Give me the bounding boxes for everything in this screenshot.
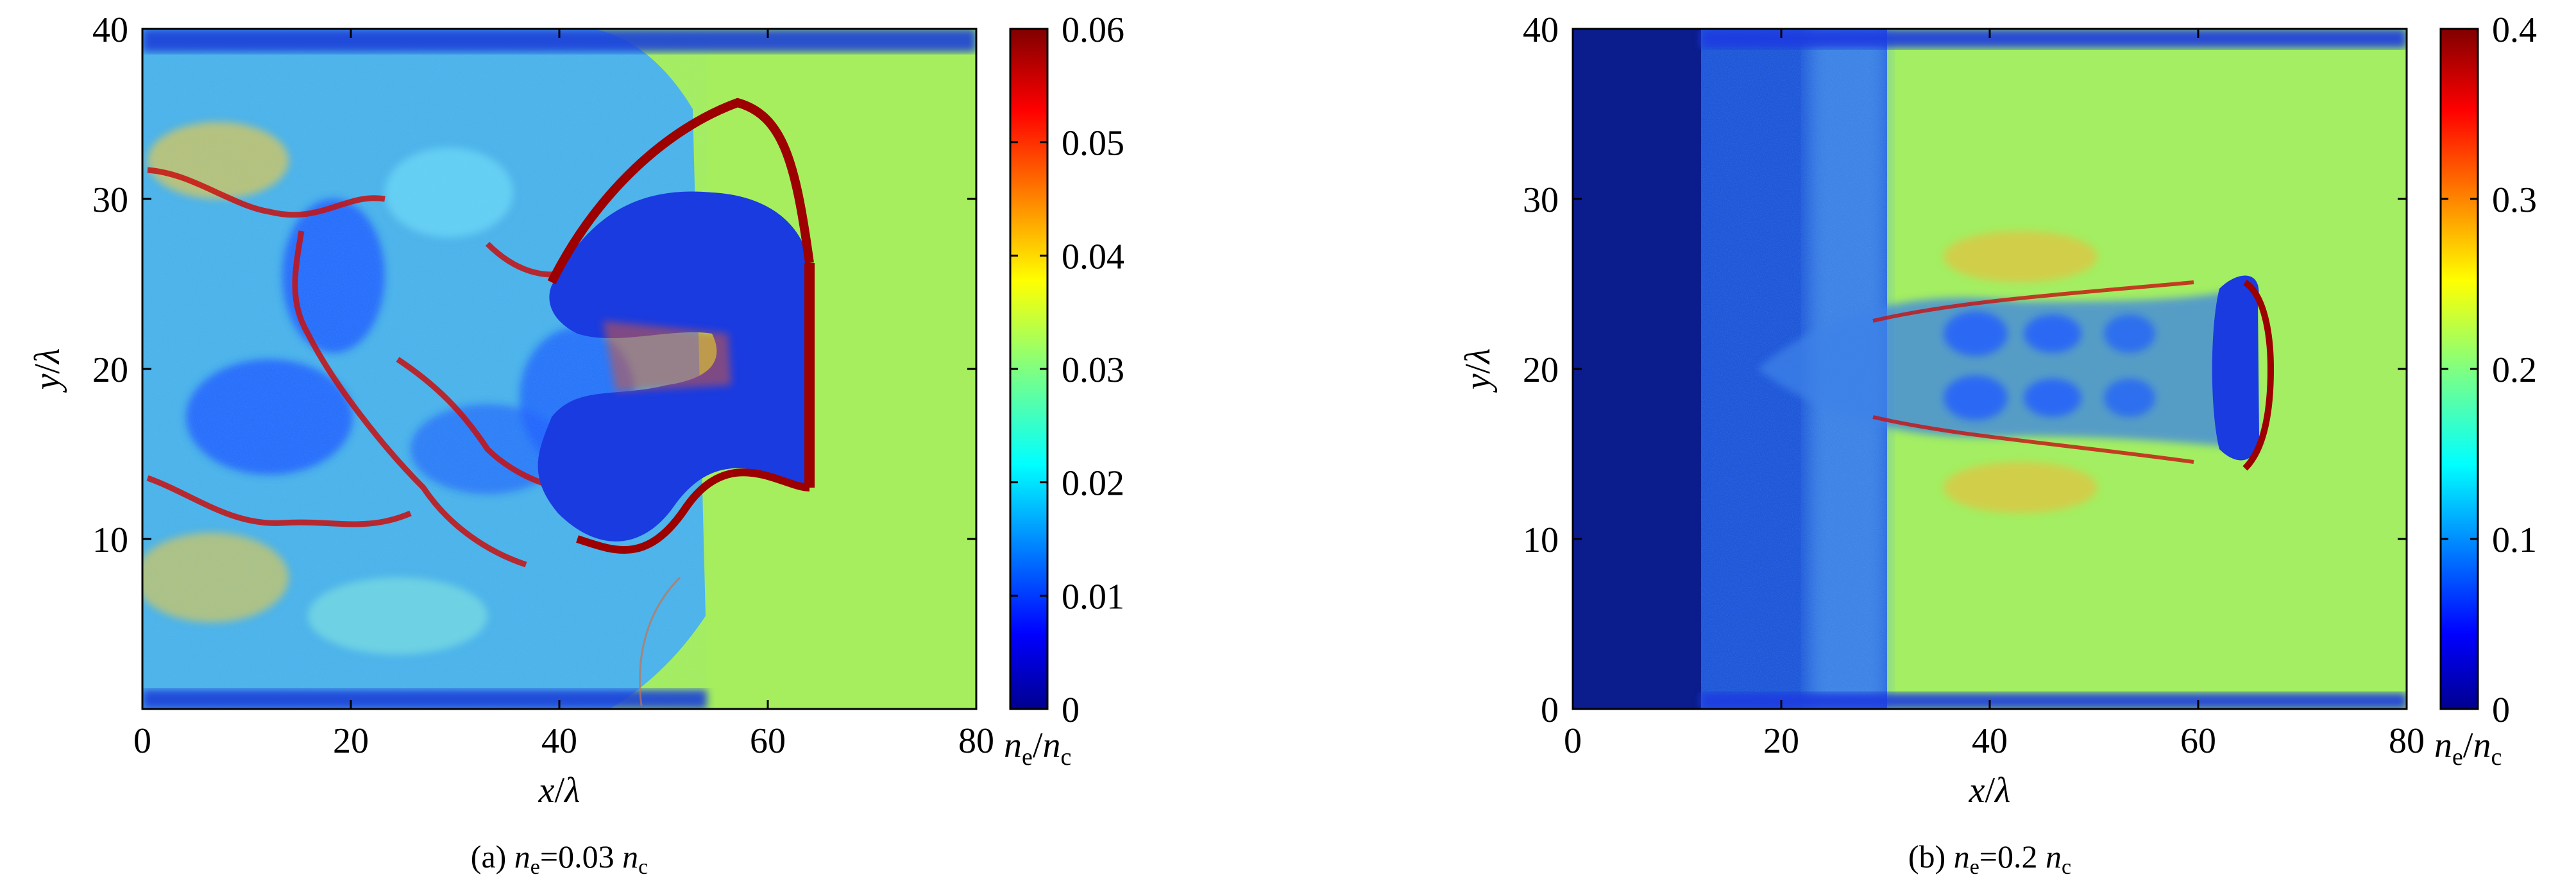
panel-a-x-ticks: 0 20 40 60 80 [133, 29, 994, 761]
colorbar-tick-label: 0 [1062, 690, 1080, 730]
x-tick-label: 20 [333, 721, 369, 761]
y-tick-label: 30 [92, 180, 128, 220]
colorbar-tick-label: 0.04 [1062, 237, 1124, 277]
panel-b-y-ticks: 0 10 20 30 40 [1523, 10, 2407, 730]
colorbar-tick-label: 0.01 [1062, 577, 1124, 617]
panel-b-caption: (b) ne=0.2 nc [1908, 839, 2071, 879]
panel-a-depleted-channel [538, 191, 809, 542]
panel-b-colorbar-label: ne/nc [2434, 726, 2502, 771]
panel-b-compressed-front [2242, 279, 2275, 471]
x-tick-label: 80 [2389, 721, 2425, 761]
panel-b-filaments [1872, 280, 2194, 464]
panel-a-x-axis-label: x/λ [538, 771, 580, 810]
x-tick-label: 40 [1972, 721, 2008, 761]
panel-b-heatmap [1573, 29, 2407, 709]
colorbar-tick-label: 0 [2492, 690, 2510, 730]
panel-b: 0 20 40 60 80 0 10 20 30 40 x/λ y/λ 0 0.1 0.2 0.3 0.… [1458, 10, 2537, 879]
panel-a-heatmap [142, 29, 976, 709]
panel-a-colorbar-label: ne/nc [1004, 726, 1071, 771]
panel-b-vacuum-region [1573, 29, 1701, 709]
y-tick-label: 30 [1523, 180, 1559, 220]
panel-b-depleted-bubble [2212, 275, 2259, 461]
y-tick-label: 10 [92, 520, 128, 560]
colorbar-tick-label: 0.03 [1062, 350, 1124, 390]
colorbar-tick-label: 0.3 [2492, 180, 2537, 220]
panel-b-y-axis-label: y/λ [1458, 348, 1498, 393]
panel-a-colorbar-ticks: 0 0.01 0.02 0.03 0.04 0.05 0.06 [1010, 10, 1124, 730]
x-tick-label: 60 [750, 721, 786, 761]
y-tick-label: 40 [1523, 10, 1559, 50]
y-tick-label: 0 [1541, 690, 1559, 730]
x-tick-label: 0 [133, 721, 151, 761]
colorbar-tick-label: 0.06 [1062, 10, 1124, 50]
panel-a: 0 20 40 60 80 10 20 30 40 x/λ y/λ 0 0.01 0.02 0.03… [28, 10, 1124, 879]
y-tick-label: 20 [1523, 350, 1559, 390]
y-tick-label: 40 [92, 10, 128, 50]
y-tick-label: 20 [92, 350, 128, 390]
x-tick-label: 40 [541, 721, 577, 761]
x-tick-label: 20 [1763, 721, 1799, 761]
x-tick-label: 60 [2180, 721, 2216, 761]
panel-b-x-axis-label: x/λ [1969, 771, 2011, 810]
colorbar-tick-label: 0.05 [1062, 124, 1124, 164]
panel-a-y-ticks: 10 20 30 40 [92, 10, 976, 560]
y-tick-label: 10 [1523, 520, 1559, 560]
panel-a-y-axis-label: y/λ [28, 348, 67, 393]
colorbar-tick-label: 0.4 [2492, 10, 2537, 50]
panel-a-compressed-front [547, 98, 815, 554]
panel-b-colorbar-ticks: 0 0.1 0.2 0.3 0.4 [2441, 10, 2537, 730]
colorbar-tick-label: 0.02 [1062, 464, 1124, 504]
colorbar-tick-label: 0.2 [2492, 350, 2537, 390]
panel-b-turbulence [1944, 231, 2155, 513]
x-tick-label: 0 [1564, 721, 1582, 761]
panel-a-caption: (a) ne=0.03 nc [471, 839, 648, 879]
panel-b-x-ticks: 0 20 40 60 80 [1564, 29, 2425, 761]
colorbar-tick-label: 0.1 [2492, 520, 2537, 560]
x-tick-label: 80 [958, 721, 994, 761]
